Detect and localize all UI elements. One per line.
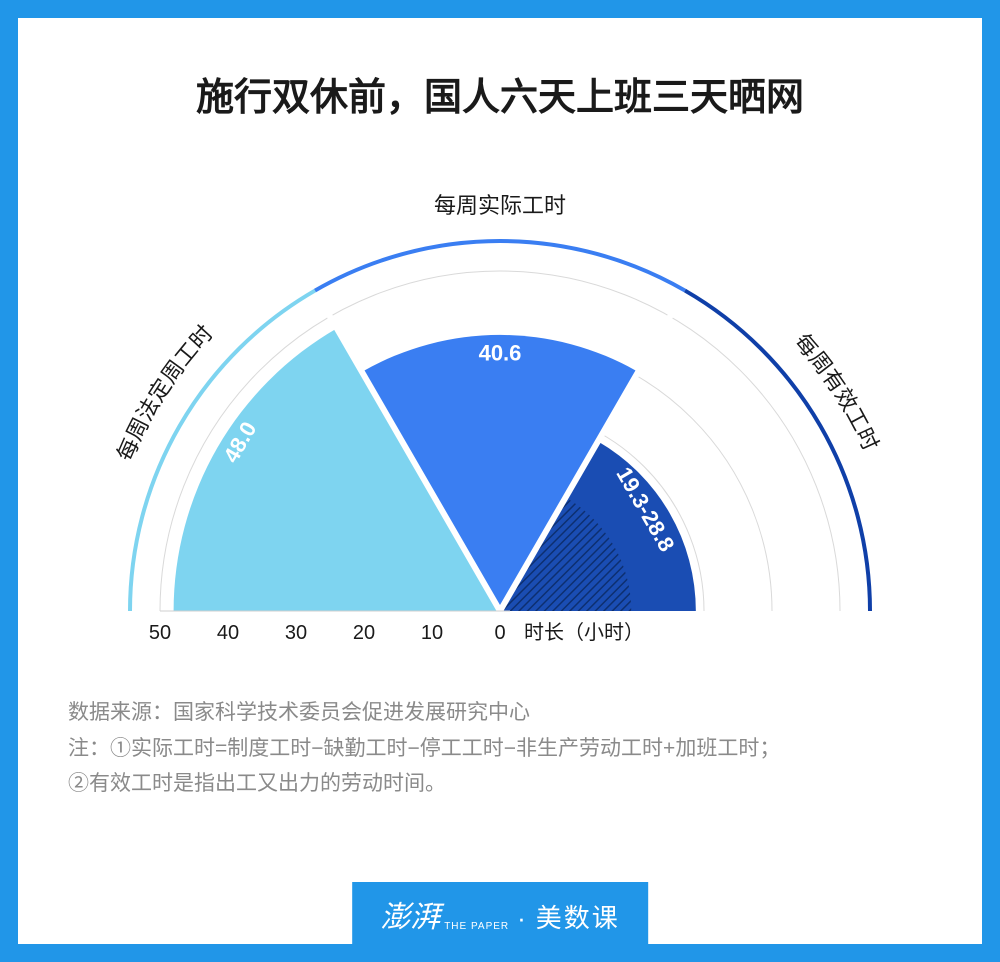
note-line-1: 注：①实际工时=制度工时−缺勤工时−停工工时−非生产劳动工时+加班工时；	[68, 731, 932, 767]
note1: ①实际工时=制度工时−缺勤工时−停工工时−非生产劳动工时+加班工时；	[110, 737, 780, 760]
source-label: 数据来源：	[68, 701, 173, 724]
chart-title: 施行双休前，国人六天上班三天晒网	[68, 66, 932, 121]
svg-text:40.6: 40.6	[479, 341, 522, 366]
svg-text:每周实际工时: 每周实际工时	[434, 193, 566, 218]
note-line-2: ②有效工时是指出工又出力的劳动时间。	[68, 766, 932, 802]
source-text: 国家科学技术委员会促进发展研究中心	[173, 701, 530, 724]
svg-text:50: 50	[149, 622, 171, 644]
svg-text:10: 10	[421, 622, 443, 644]
infographic-frame: 施行双休前，国人六天上班三天晒网 48.040.619.3-28.8每周实际工时…	[0, 0, 1000, 962]
footer-brand-sub: THE PAPER	[444, 921, 509, 932]
svg-text:0: 0	[494, 622, 505, 644]
source-line: 数据来源：国家科学技术委员会促进发展研究中心	[68, 695, 932, 731]
svg-text:30: 30	[285, 622, 307, 644]
footer-brand: 澎湃	[380, 892, 440, 936]
note-label: 注：	[68, 737, 110, 760]
svg-text:40: 40	[217, 622, 239, 644]
svg-text:时长（小时）: 时长（小时）	[524, 621, 644, 644]
footer-section: 美数课	[536, 898, 620, 935]
note2: ②有效工时是指出工又出力的劳动时间。	[68, 772, 446, 795]
chart-notes: 数据来源：国家科学技术委员会促进发展研究中心 注：①实际工时=制度工时−缺勤工时…	[68, 695, 932, 802]
svg-text:每周有效工时: 每周有效工时	[790, 329, 884, 455]
footer-badge: 澎湃 THE PAPER · 美数课	[352, 882, 648, 944]
polar-chart: 48.040.619.3-28.8每周实际工时每周法定周工时每周有效工时5040…	[70, 151, 930, 671]
svg-text:20: 20	[353, 622, 375, 644]
footer-dot: ·	[517, 903, 528, 934]
